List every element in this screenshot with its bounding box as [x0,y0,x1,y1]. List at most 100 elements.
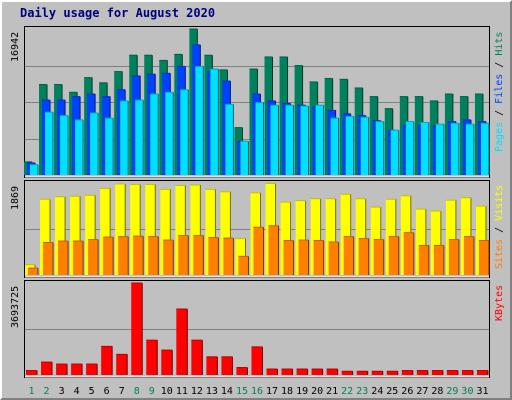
day-label: 13 [206,386,218,397]
sites-bar [343,236,354,275]
day-label: 24 [371,386,383,397]
sites-bar [373,239,384,275]
day-label: 22 [341,386,353,397]
pages-bar [330,118,339,175]
day-label: 31 [476,386,488,397]
sites-bar [88,239,99,275]
sites-bar [73,241,84,275]
day-label: 1 [29,386,35,397]
pages-bar [120,100,129,175]
kbytes-bar [371,371,383,375]
pages-bar [315,105,324,175]
sites-bar [328,242,339,275]
pages-bar [45,112,54,175]
legend-visits: Visits [494,185,505,222]
visits-bar [100,188,111,275]
pages-bar [345,116,354,175]
pages-bar [390,130,399,175]
sites-bar [103,237,114,275]
day-label: 18 [281,386,293,397]
visits-bar [220,191,231,275]
kbytes-bar [26,370,37,375]
legend-separator: / [494,103,505,122]
pages-bar [30,164,38,175]
day-label: 12 [191,386,203,397]
sites-bar [403,232,414,275]
visits-bar [445,200,456,275]
pages-bar [210,69,219,175]
pages-bar [465,124,474,175]
day-label: 26 [401,386,413,397]
sites-bar [208,237,219,275]
visits-bar [310,198,321,275]
kbytes-bar [101,346,113,375]
visits-bar [415,209,426,275]
kbytes-bar [191,340,203,375]
pages-bar [75,119,84,175]
kbytes-bar [341,371,353,375]
sites-bar [193,235,204,275]
sites-bar [253,227,264,275]
visits-bar [280,202,291,275]
sites-bar [418,245,429,275]
visits-bar [295,200,306,275]
kbytes-bar [56,364,68,375]
sites-bar [283,240,294,275]
day-label: 6 [104,386,110,397]
legend-hits: Hits [494,31,505,56]
day-label: 11 [176,386,188,397]
kbytes-bar [386,371,398,375]
sites-bar [58,241,69,275]
visits-bar [70,196,81,275]
kbytes-bar [221,356,233,375]
visits-bar [115,183,126,275]
visits-bar [145,184,156,275]
kbytes-bar [236,367,248,375]
sites-bar [388,236,399,275]
day-label: 20 [311,386,323,397]
visits-bar [85,195,96,275]
pages-bar [270,105,279,175]
kbytes-bar [131,283,143,375]
pages-bar [180,89,189,175]
sites-bar [163,240,174,275]
pages-bar [360,117,369,175]
legend-kbytes: KBytes [494,284,505,321]
day-label: 9 [149,386,155,397]
pages-bar [195,66,204,175]
sites-bar [223,238,234,275]
visits-bar [340,194,351,275]
day-label: 19 [296,386,308,397]
day-label: 27 [416,386,428,397]
sites-bar [178,235,189,275]
pages-bar [435,124,444,175]
panel-2-legend: Sites / Visits [494,185,505,269]
visits-bar [205,189,216,275]
visits-bar [130,184,141,275]
sites-bar [358,238,369,275]
visits-bar [175,185,186,275]
legend-separator: / [494,55,505,74]
sites-bar [448,239,459,275]
day-label: 23 [356,386,368,397]
pages-bar [405,121,414,175]
kbytes-bar [86,364,98,375]
sites-bar [118,236,129,275]
kbytes-bar [461,370,473,375]
kbytes-bar [281,369,293,375]
pages-bar [135,100,144,175]
kbytes-bar [446,370,458,375]
day-label: 17 [266,386,278,397]
panel-1-legend: Pages / Files / Hits [494,32,505,152]
kbytes-bar [146,340,158,375]
sites-bar [478,240,489,275]
day-label: 16 [251,386,263,397]
panel-1-max-label: 16942 [10,31,21,62]
kbytes-bar [296,369,308,375]
pages-bar [150,93,159,175]
legend-sites: Sites [494,239,505,270]
day-label: 29 [446,386,458,397]
day-label: 21 [326,386,338,397]
sites-bar [268,225,279,275]
